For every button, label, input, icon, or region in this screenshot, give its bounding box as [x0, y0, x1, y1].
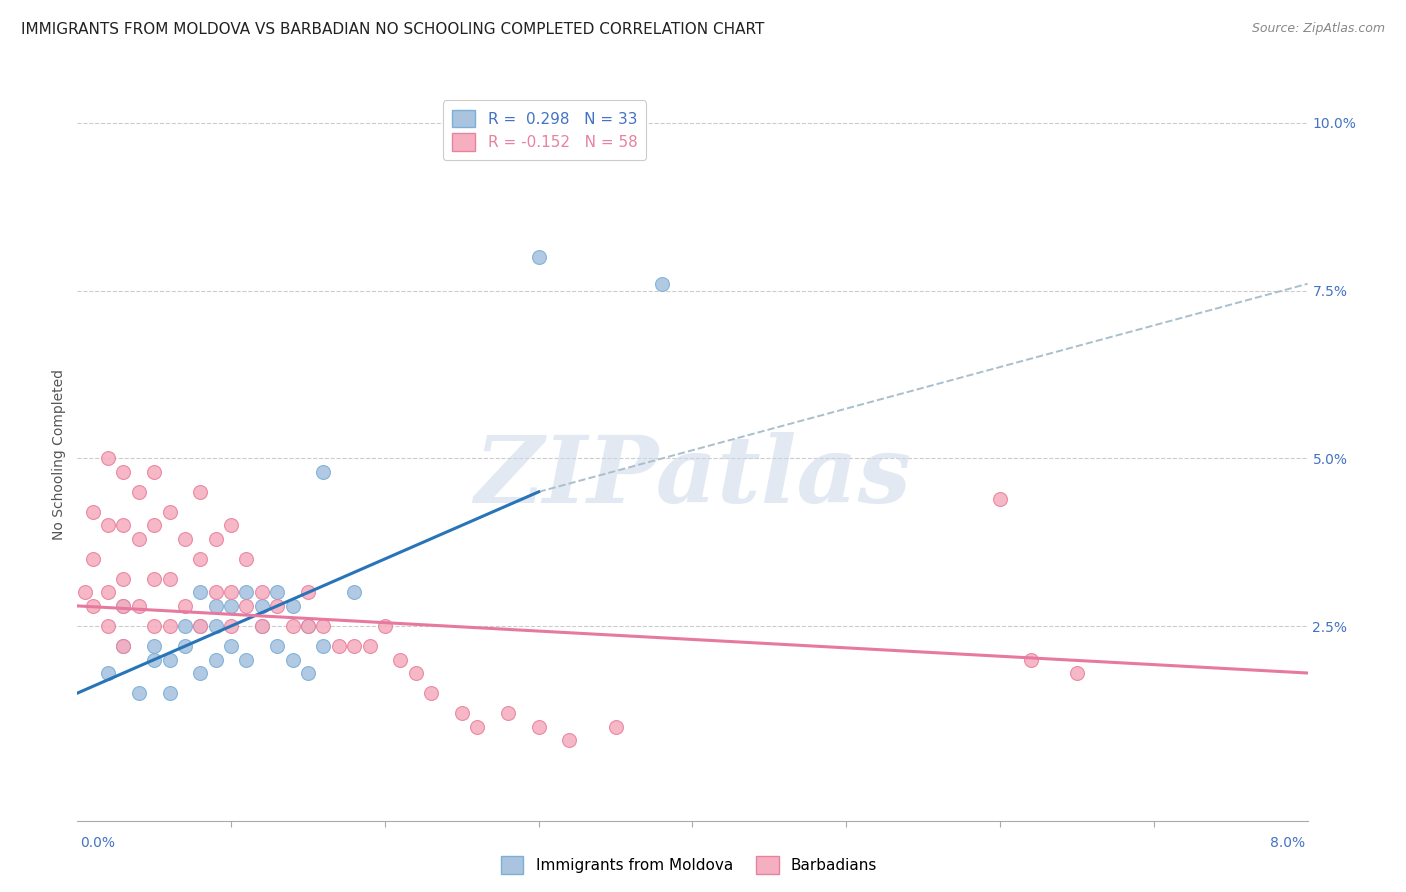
Point: [159, 686, 181, 700]
Point: [297, 619, 319, 633]
Point: [235, 652, 257, 666]
Point: [159, 619, 181, 633]
Point: [204, 585, 226, 599]
Point: [97, 518, 120, 533]
Point: [312, 639, 335, 653]
Point: [112, 639, 135, 653]
Point: [235, 599, 257, 613]
Point: [112, 599, 135, 613]
Y-axis label: No Schooling Completed: No Schooling Completed: [52, 369, 66, 541]
Point: [343, 639, 366, 653]
Point: [97, 619, 120, 633]
Point: [112, 465, 135, 479]
Point: [143, 639, 166, 653]
Point: [204, 599, 226, 613]
Point: [266, 585, 288, 599]
Point: [128, 532, 150, 546]
Point: [112, 599, 135, 613]
Point: [219, 639, 242, 653]
Point: [651, 277, 673, 291]
Point: [143, 652, 166, 666]
Point: [281, 619, 304, 633]
Text: 8.0%: 8.0%: [1270, 836, 1305, 850]
Point: [219, 518, 242, 533]
Point: [143, 518, 166, 533]
Legend: Immigrants from Moldova, Barbadians: Immigrants from Moldova, Barbadians: [495, 850, 883, 880]
Point: [527, 720, 550, 734]
Point: [159, 652, 181, 666]
Point: [266, 639, 288, 653]
Point: [128, 599, 150, 613]
Point: [343, 585, 366, 599]
Point: [250, 585, 273, 599]
Point: [159, 505, 181, 519]
Point: [82, 552, 104, 566]
Point: [97, 451, 120, 466]
Point: [250, 619, 273, 633]
Point: [312, 619, 335, 633]
Point: [188, 484, 212, 499]
Point: [465, 720, 488, 734]
Point: [204, 532, 226, 546]
Point: [297, 665, 319, 680]
Point: [188, 585, 212, 599]
Text: Source: ZipAtlas.com: Source: ZipAtlas.com: [1251, 22, 1385, 36]
Point: [112, 572, 135, 586]
Point: [1066, 665, 1088, 680]
Point: [97, 665, 120, 680]
Point: [250, 619, 273, 633]
Point: [143, 572, 166, 586]
Point: [1019, 652, 1042, 666]
Point: [297, 585, 319, 599]
Point: [496, 706, 519, 721]
Point: [112, 518, 135, 533]
Point: [420, 686, 443, 700]
Point: [188, 619, 212, 633]
Text: 0.0%: 0.0%: [80, 836, 115, 850]
Point: [235, 585, 257, 599]
Point: [988, 491, 1011, 506]
Point: [159, 572, 181, 586]
Text: IMMIGRANTS FROM MOLDOVA VS BARBADIAN NO SCHOOLING COMPLETED CORRELATION CHART: IMMIGRANTS FROM MOLDOVA VS BARBADIAN NO …: [21, 22, 765, 37]
Legend: R =  0.298   N = 33, R = -0.152   N = 58: R = 0.298 N = 33, R = -0.152 N = 58: [443, 101, 647, 161]
Point: [527, 250, 550, 264]
Point: [281, 652, 304, 666]
Point: [188, 665, 212, 680]
Point: [174, 619, 197, 633]
Point: [174, 532, 197, 546]
Point: [128, 484, 150, 499]
Point: [219, 619, 242, 633]
Point: [128, 686, 150, 700]
Point: [558, 733, 581, 747]
Point: [250, 599, 273, 613]
Point: [112, 639, 135, 653]
Point: [374, 619, 396, 633]
Point: [405, 665, 427, 680]
Point: [328, 639, 350, 653]
Point: [143, 465, 166, 479]
Point: [174, 599, 197, 613]
Point: [359, 639, 381, 653]
Point: [281, 599, 304, 613]
Point: [219, 585, 242, 599]
Point: [389, 652, 412, 666]
Point: [73, 585, 96, 599]
Point: [188, 552, 212, 566]
Point: [143, 619, 166, 633]
Point: [204, 652, 226, 666]
Point: [82, 599, 104, 613]
Point: [174, 639, 197, 653]
Point: [266, 599, 288, 613]
Point: [219, 599, 242, 613]
Point: [297, 619, 319, 633]
Point: [97, 585, 120, 599]
Point: [82, 505, 104, 519]
Point: [204, 619, 226, 633]
Point: [450, 706, 472, 721]
Point: [188, 619, 212, 633]
Point: [312, 465, 335, 479]
Point: [605, 720, 627, 734]
Point: [235, 552, 257, 566]
Text: ZIPatlas: ZIPatlas: [474, 432, 911, 522]
